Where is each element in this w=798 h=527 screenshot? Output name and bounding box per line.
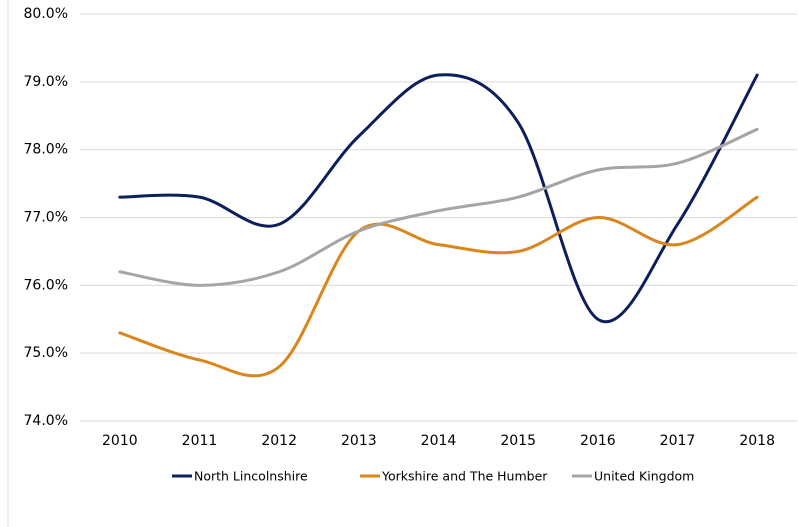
x-tick-label: 2017 bbox=[660, 433, 696, 449]
series-line bbox=[118, 195, 759, 378]
legend-label: United Kingdom bbox=[594, 469, 694, 484]
series-line bbox=[118, 73, 759, 324]
x-tick-label: 2014 bbox=[421, 433, 457, 449]
x-tick-label: 2010 bbox=[102, 433, 138, 449]
y-tick-label: 78.0% bbox=[24, 142, 68, 158]
x-tick-label: 2013 bbox=[341, 433, 377, 449]
y-tick-label: 79.0% bbox=[24, 74, 68, 90]
legend-label: North Lincolnshire bbox=[194, 469, 308, 484]
y-tick-label: 75.0% bbox=[24, 345, 68, 361]
x-tick-label: 2018 bbox=[739, 433, 775, 449]
x-tick-label: 2011 bbox=[182, 433, 218, 449]
legend-label: Yorkshire and The Humber bbox=[381, 469, 548, 484]
x-tick-label: 2015 bbox=[500, 433, 536, 449]
y-tick-label: 76.0% bbox=[24, 277, 68, 293]
y-tick-label: 77.0% bbox=[24, 210, 68, 226]
series-line bbox=[118, 127, 759, 287]
y-tick-label: 80.0% bbox=[24, 6, 68, 22]
x-tick-label: 2016 bbox=[580, 433, 616, 449]
y-tick-label: 74.0% bbox=[24, 413, 68, 429]
x-tick-label: 2012 bbox=[261, 433, 297, 449]
